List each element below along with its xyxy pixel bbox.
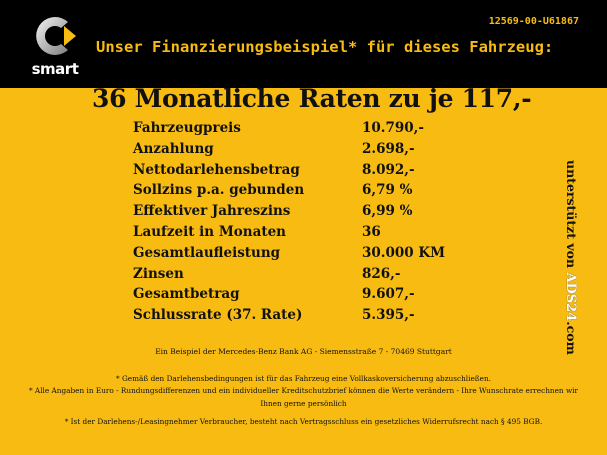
row-label: Gesamtbetrag (133, 286, 240, 303)
table-row: Zinsen 826,- (133, 266, 463, 287)
row-label: Effektiver Jahreszins (133, 203, 291, 220)
table-row: Fahrzeugpreis 10.790,- (133, 120, 463, 141)
smart-logo-icon (36, 17, 76, 55)
row-value: 6,79 % (362, 182, 413, 199)
sponsor-prefix: unterstützt von (564, 160, 579, 273)
sponsor-credit: unterstützt von ADS24.com (548, 160, 607, 355)
footnote-rounding: * Alle Angaben in Euro - Rundungsdiffere… (28, 386, 579, 408)
footnote-withdrawal: * Ist der Darlehens-/Leasingnehmer Verbr… (64, 417, 543, 426)
sponsor-text: unterstützt von ADS24.com (563, 160, 579, 355)
table-row: Effektiver Jahreszins 6,99 % (133, 203, 463, 224)
header-bar (0, 0, 607, 88)
table-row: Schlussrate (37. Rate) 5.395,- (133, 307, 463, 328)
table-row: Gesamtlaufleistung 30.000 KM (133, 245, 463, 266)
page-subtitle: Unser Finanzierungsbeispiel* für dieses … (96, 38, 554, 56)
smart-logo: smart (22, 0, 88, 88)
row-label: Fahrzeugpreis (133, 120, 241, 136)
sponsor-suffix: .com (564, 321, 579, 355)
table-row: Nettodarlehensbetrag 8.092,- (133, 162, 463, 183)
row-value: 6,99 % (362, 203, 413, 220)
table-row: Anzahlung 2.698,- (133, 141, 463, 162)
row-label: Laufzeit in Monaten (133, 223, 286, 240)
page-title: 36 Monatliche Raten zu je 117,- (92, 84, 532, 113)
bank-info: Ein Beispiel der Mercedes-Benz Bank AG -… (155, 347, 452, 356)
row-value: 10.790,- (362, 120, 424, 136)
row-value: 8.092,- (362, 161, 415, 178)
row-label: Zinsen (133, 265, 184, 282)
table-row: Gesamtbetrag 9.607,- (133, 286, 463, 307)
row-label: Sollzins p.a. gebunden (133, 182, 305, 199)
row-label: Gesamtlaufleistung (133, 244, 281, 261)
row-value: 9.607,- (362, 286, 415, 303)
row-value: 36 (362, 223, 381, 240)
footnote-insurance: * Gemäß den Darlehensbedingungen ist für… (115, 374, 491, 383)
row-value: 2.698,- (362, 140, 415, 157)
table-row: Sollzins p.a. gebunden 6,79 % (133, 182, 463, 203)
sponsor-brand: ADS24 (563, 272, 578, 322)
logo-text: smart (31, 60, 79, 78)
row-value: 30.000 KM (362, 244, 446, 261)
row-label: Schlussrate (37. Rate) (133, 307, 303, 324)
reference-code: 12569-00-U61867 (488, 16, 579, 27)
row-value: 826,- (362, 265, 401, 282)
financing-table: Fahrzeugpreis 10.790,- Anzahlung 2.698,- N… (133, 120, 463, 328)
row-value: 5.395,- (362, 307, 415, 324)
table-row: Laufzeit in Monaten 36 (133, 224, 463, 245)
row-label: Anzahlung (133, 140, 214, 157)
row-label: Nettodarlehensbetrag (133, 161, 300, 178)
